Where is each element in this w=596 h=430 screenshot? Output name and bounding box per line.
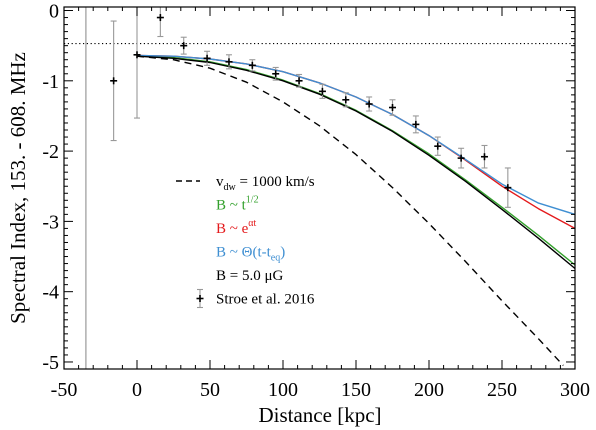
data-point [225, 58, 233, 66]
data-point [457, 154, 465, 162]
legend-entry: vdw = 1000 km/s [176, 174, 315, 193]
legend-entry: Stroe et al. 2016 [196, 288, 315, 309]
x-tick-label: 100 [268, 379, 298, 401]
legend-entry: B ~ Θ(t-teq) [216, 245, 285, 264]
data-point [110, 77, 118, 85]
plot-frame [63, 6, 576, 370]
data-point [156, 14, 164, 22]
data-point [272, 70, 280, 78]
y-tick-label: -1 [42, 71, 59, 93]
data-point [295, 77, 303, 85]
x-tick-label: 300 [560, 379, 590, 401]
data-point [318, 87, 326, 95]
data-point [248, 61, 256, 69]
legend-label: B ~ t1/2 [216, 195, 259, 214]
data-point [342, 96, 350, 104]
data-point [504, 184, 512, 192]
data-point [412, 120, 420, 128]
legend-label: B ~ eαt [216, 218, 257, 237]
series-line-1 [136, 54, 575, 266]
series-line-4 [136, 55, 575, 270]
series-line-0 [136, 55, 564, 366]
data-point [180, 42, 188, 50]
y-tick-label: -5 [42, 352, 59, 374]
legend-label: vdw = 1000 km/s [216, 174, 315, 193]
legend-label: B ~ Θ(t-teq) [216, 245, 285, 264]
data-point [203, 54, 211, 62]
x-tick-label: 50 [200, 379, 220, 401]
legend-label: B = 5.0 μG [216, 268, 284, 284]
y-axis-title: Spectral Index, 153. - 608. MHz [6, 52, 30, 324]
y-tick-label: -3 [42, 211, 59, 233]
y-tick-label: -4 [42, 282, 59, 304]
y-tick-label: 0 [49, 1, 59, 23]
data-point [365, 100, 373, 108]
legend-label: Stroe et al. 2016 [216, 292, 315, 308]
legend-entry: B = 5.0 μG [216, 268, 284, 284]
series-line-2 [136, 54, 575, 230]
legend-entry: B ~ eαt [216, 218, 257, 237]
legend: vdw = 1000 km/s B ~ t1/2 B ~ eαt B ~ Θ(t-te… [176, 174, 315, 309]
x-tick-label: 200 [414, 379, 444, 401]
data-point [389, 104, 396, 112]
x-tick-label: 150 [341, 379, 371, 401]
data-point [133, 51, 141, 59]
x-tick-label: 0 [132, 379, 142, 401]
x-tick-label: -50 [51, 379, 78, 401]
y-tick-label: -2 [42, 141, 59, 163]
legend-entry: B ~ t1/2 [216, 195, 259, 214]
x-axis-title: Distance [kpc] [258, 403, 381, 427]
x-tick-label: 250 [487, 379, 517, 401]
data-point [480, 153, 488, 161]
data-point [434, 142, 442, 150]
